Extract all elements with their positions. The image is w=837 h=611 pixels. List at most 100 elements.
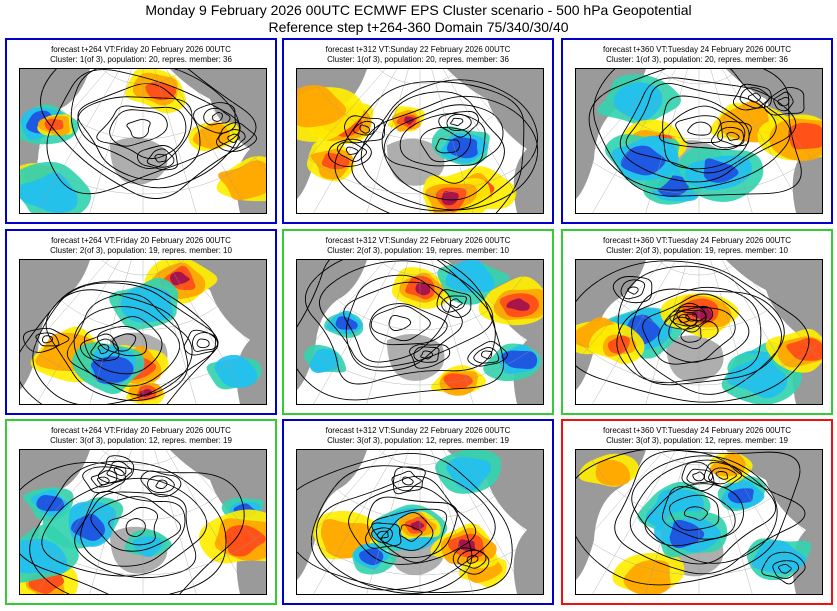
anomaly-shading <box>578 451 812 594</box>
cluster-panel: forecast t+312 VT:Sunday 22 February 202… <box>282 38 554 224</box>
contour-line <box>576 260 810 403</box>
contour-line <box>96 105 187 160</box>
contour-line <box>381 91 505 201</box>
contour-line <box>678 314 690 324</box>
contour-line <box>436 289 472 318</box>
graticule <box>20 260 266 404</box>
graticule <box>20 450 266 594</box>
geopotential-contours <box>40 69 257 199</box>
contour-line <box>620 279 646 300</box>
contour-line <box>140 470 182 498</box>
geopotential-map <box>575 68 823 214</box>
contour-line <box>35 332 60 347</box>
title-line-1: Monday 9 February 2026 00UTC ECMWF EPS C… <box>145 2 692 18</box>
graticule <box>576 69 822 213</box>
contour-line <box>687 121 712 136</box>
map-canvas <box>576 260 822 404</box>
contour-line <box>659 105 746 150</box>
geopotential-contours <box>20 280 219 404</box>
page-title: Monday 9 February 2026 00UTC ECMWF EPS C… <box>0 2 837 36</box>
contour-line <box>336 141 368 162</box>
graticule <box>576 260 822 404</box>
geopotential-contours <box>576 260 810 403</box>
contour-line <box>310 465 496 591</box>
geopotential-map <box>575 259 823 405</box>
panel-forecast-label: forecast t+312 VT:Sunday 22 February 202… <box>325 45 511 54</box>
panel-forecast-label: forecast t+360 VT:Tuesday 24 February 20… <box>602 426 792 435</box>
graticule <box>20 69 266 213</box>
negative-anomaly-area <box>214 354 258 389</box>
contour-line <box>708 467 737 485</box>
contour-line <box>450 117 464 127</box>
panel-cluster-label: Cluster: 3(of 3), population: 12, repres… <box>50 436 232 445</box>
contour-line <box>90 470 118 488</box>
contour-line <box>717 126 745 146</box>
contour-line <box>218 129 246 149</box>
map-canvas <box>297 69 543 213</box>
positive-anomaly-area <box>506 298 530 311</box>
contour-line <box>365 522 402 549</box>
contour-line <box>381 512 434 551</box>
contour-line <box>446 113 472 131</box>
contour-line <box>97 344 110 354</box>
contour-line <box>399 113 486 167</box>
contour-line <box>203 107 231 126</box>
contour-line <box>193 102 236 134</box>
positive-anomaly-area <box>44 118 64 131</box>
negative-anomaly-area <box>727 488 754 504</box>
contour-line <box>334 81 525 213</box>
cluster-panel: forecast t+264 VT:Friday 20 February 202… <box>5 229 277 415</box>
contour-line <box>747 92 761 103</box>
contour-line <box>672 305 714 333</box>
contour-line <box>45 289 189 402</box>
cluster-panel: forecast t+360 VT:Tuesday 24 February 20… <box>561 419 833 605</box>
contour-line <box>402 476 414 486</box>
contour-line <box>619 77 797 183</box>
contour-line <box>481 350 493 360</box>
contour-line <box>778 564 792 574</box>
contour-line <box>74 491 197 579</box>
panel-cluster-label: Cluster: 2(of 3), population: 19, repres… <box>606 246 788 255</box>
contour-line <box>83 316 163 375</box>
panel-forecast-label: forecast t+264 VT:Friday 20 February 202… <box>51 426 231 435</box>
contour-line <box>392 466 426 495</box>
contour-line <box>617 265 782 386</box>
contour-line <box>383 104 504 184</box>
contour-line <box>642 293 750 365</box>
contour-line <box>466 555 479 564</box>
contour-line <box>328 138 372 167</box>
positive-anomaly-area <box>595 459 631 486</box>
contour-line <box>664 302 707 330</box>
contour-line <box>576 450 801 586</box>
negative-anomaly-area <box>309 348 340 373</box>
map-canvas <box>576 69 822 213</box>
contour-line <box>297 260 505 401</box>
positive-anomaly-area <box>415 283 431 296</box>
contour-line <box>29 460 227 594</box>
contour-line <box>109 109 168 147</box>
contour-line <box>126 119 151 139</box>
panel-cluster-label: Cluster: 2(of 3), population: 19, repres… <box>50 246 232 255</box>
contour-line <box>154 153 167 163</box>
positive-anomaly-area <box>441 191 459 206</box>
cluster-panel: forecast t+312 VT:Sunday 22 February 202… <box>282 419 554 605</box>
positive-anomaly-area <box>623 559 671 594</box>
contour-line <box>685 313 698 322</box>
contour-line <box>692 471 706 482</box>
negative-anomaly-area <box>20 172 78 213</box>
negative-anomaly-area <box>613 82 663 122</box>
contour-line <box>125 518 146 537</box>
contour-line <box>616 286 762 384</box>
contour-line <box>77 83 201 181</box>
cluster-panel: forecast t+360 VT:Tuesday 24 February 20… <box>561 229 833 415</box>
positive-anomaly-area <box>787 122 822 150</box>
negative-anomaly-area <box>501 350 538 370</box>
contour-line <box>732 83 772 111</box>
panel-forecast-label: forecast t+360 VT:Tuesday 24 February 20… <box>602 236 792 245</box>
contour-line <box>367 496 458 559</box>
contour-line <box>419 127 472 163</box>
panel-forecast-label: forecast t+360 VT:Tuesday 24 February 20… <box>602 45 792 54</box>
contour-line <box>147 475 175 494</box>
contour-line <box>345 146 359 155</box>
cluster-panel: forecast t+264 VT:Friday 20 February 202… <box>5 38 277 224</box>
